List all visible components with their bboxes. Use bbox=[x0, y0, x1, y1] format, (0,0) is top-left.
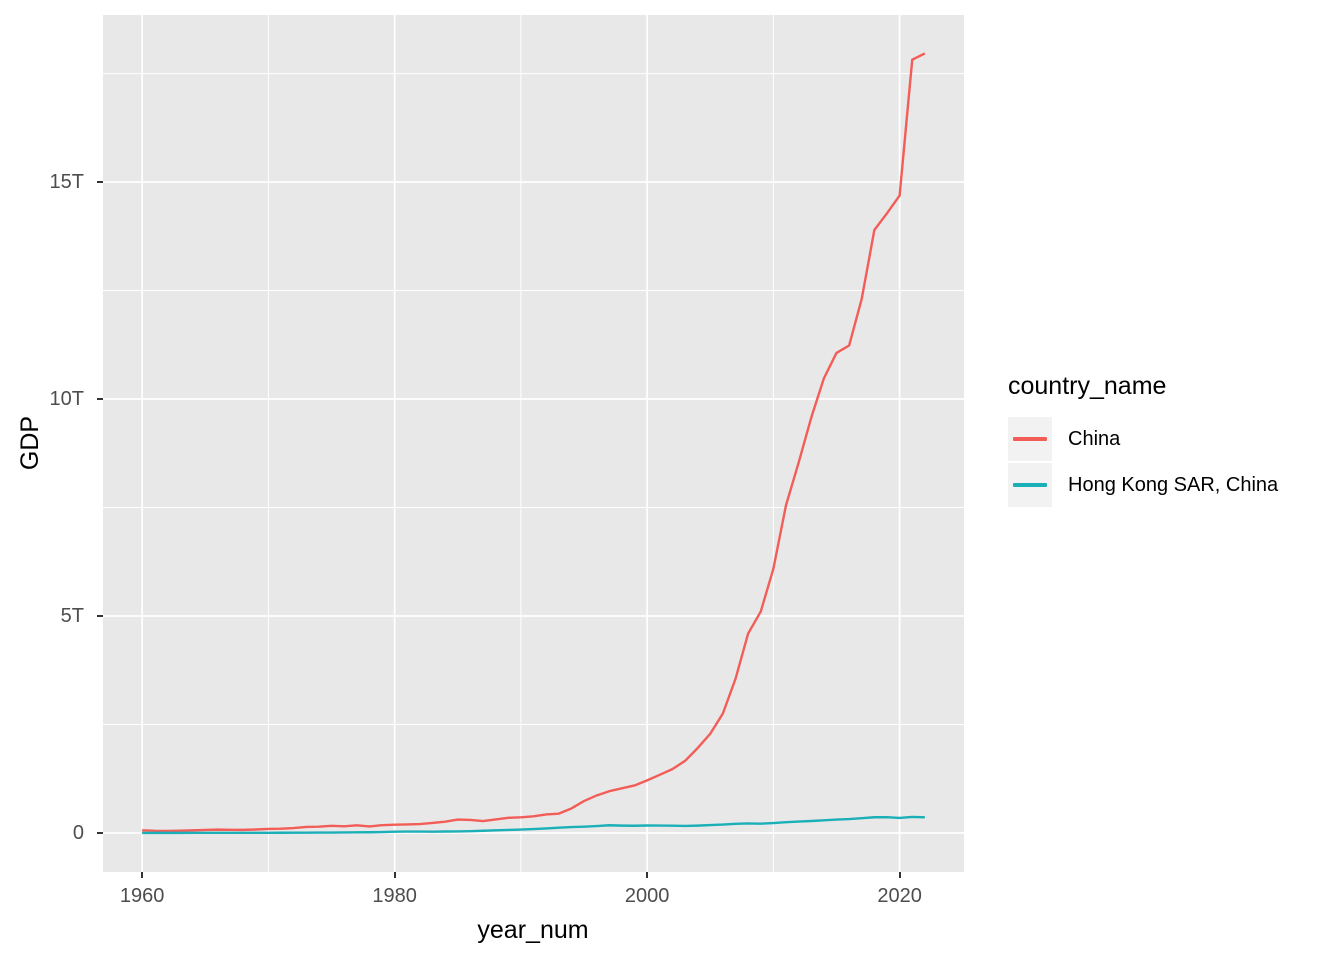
legend-key-swatch bbox=[1008, 417, 1052, 461]
x-axis-title: year_num bbox=[477, 916, 589, 944]
plot-canvas bbox=[103, 15, 964, 872]
x-tick-label: 2000 bbox=[624, 885, 670, 907]
x-tick-label: 1980 bbox=[372, 885, 417, 907]
x-tick-label: 1960 bbox=[119, 885, 165, 907]
legend-item-label: Hong Kong SAR, China bbox=[1068, 473, 1279, 496]
legend-title: country_name bbox=[1008, 372, 1167, 400]
legend-line-icon bbox=[1013, 437, 1047, 441]
x-tick-label: 2020 bbox=[877, 885, 922, 907]
y-tick-label: 0 bbox=[72, 821, 84, 844]
y-tick-mark bbox=[97, 398, 103, 401]
plot-panel bbox=[103, 15, 964, 872]
y-tick-mark bbox=[97, 614, 103, 617]
x-tick-mark bbox=[393, 872, 396, 878]
y-tick-mark bbox=[97, 831, 103, 834]
y-tick-label: 10T bbox=[49, 388, 84, 411]
legend-item: Hong Kong SAR, China bbox=[1008, 463, 1338, 507]
y-tick-mark bbox=[97, 181, 103, 184]
x-tick-mark bbox=[898, 872, 901, 878]
legend-key-swatch bbox=[1008, 463, 1052, 507]
legend-items: China Hong Kong SAR, China bbox=[1008, 417, 1338, 507]
legend: country_name China Hong Kong SAR, China bbox=[1008, 372, 1338, 509]
legend-item-label: China bbox=[1068, 427, 1121, 450]
legend-line-icon bbox=[1013, 483, 1047, 487]
x-tick-mark bbox=[141, 872, 144, 878]
series-line-1 bbox=[142, 815, 925, 835]
x-tick-mark bbox=[646, 872, 649, 878]
series-line-0 bbox=[142, 52, 926, 833]
y-tick-label: 15T bbox=[49, 171, 84, 194]
y-tick-label: 5T bbox=[60, 604, 84, 627]
legend-item: China bbox=[1008, 417, 1338, 461]
